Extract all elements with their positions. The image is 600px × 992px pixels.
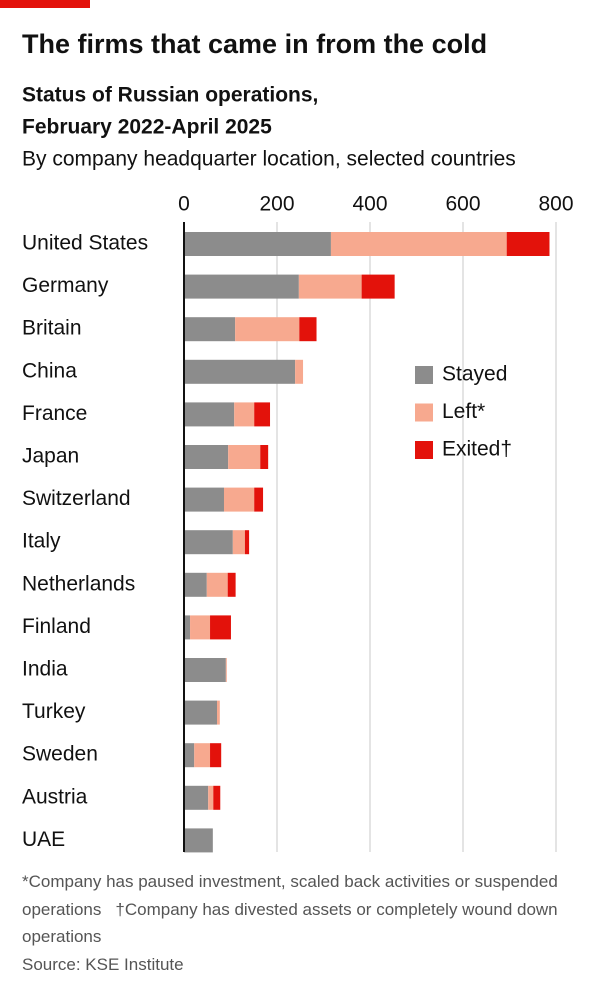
bar-segment (184, 658, 226, 682)
bar-segment (184, 615, 191, 640)
chart-subtitle: February 2022-April 2025 (22, 116, 272, 139)
bar-segment (298, 274, 362, 299)
legend-label: Exited† (442, 438, 512, 461)
bar-segment (184, 743, 195, 768)
bar-segment (213, 785, 221, 810)
category-label: China (22, 359, 77, 382)
category-label: India (22, 658, 68, 681)
bar-segment (299, 317, 317, 342)
footnote: *Company has paused investment, scaled b… (22, 872, 558, 919)
bar-segment (228, 445, 261, 469)
category-label: Japan (22, 445, 79, 468)
bar-segment (506, 232, 550, 256)
legend-swatch (415, 366, 433, 384)
bar-segment (184, 700, 218, 725)
footnote: †Company has divested assets or complete… (22, 899, 558, 947)
legend-swatch (415, 403, 433, 422)
bar-segment (194, 743, 211, 768)
bar-segment (232, 530, 245, 555)
category-label: France (22, 402, 87, 425)
bar-segment (225, 658, 227, 682)
bar-segment (295, 359, 304, 384)
footnotes: *Company has paused investment, scaled b… (22, 868, 562, 951)
category-label: Sweden (22, 743, 98, 766)
legend-label: Left* (442, 400, 485, 423)
bar-segment (254, 402, 271, 427)
bar-segment (260, 445, 269, 469)
legend-label: Stayed (442, 363, 507, 386)
bar-segment (184, 232, 331, 256)
x-tick-label: 0 (178, 193, 190, 216)
bar-segment (184, 572, 207, 597)
bar-segment (184, 828, 213, 853)
bar-segment (234, 402, 255, 427)
bar-segment (184, 317, 236, 342)
category-label: Italy (22, 530, 61, 553)
category-label: Germany (22, 274, 109, 297)
bar-segment (184, 785, 209, 810)
bar-segment (184, 274, 299, 299)
bar-segment (184, 530, 233, 555)
bar-segment (330, 232, 507, 256)
bar-segment (190, 615, 211, 640)
category-label: UAE (22, 828, 65, 851)
bar-segment (361, 274, 395, 299)
chart-subtitle: Status of Russian operations, (22, 84, 318, 107)
bar-segment (208, 785, 214, 810)
source: Source: KSE Institute (22, 955, 184, 974)
x-tick-label: 200 (259, 193, 294, 216)
x-tick-label: 600 (445, 193, 480, 216)
x-tick-label: 800 (538, 193, 573, 216)
x-tick-label: 400 (352, 193, 387, 216)
bar-segment (227, 572, 236, 597)
category-label: Britain (22, 317, 82, 340)
category-label: Switzerland (22, 487, 131, 510)
bar-segment (223, 487, 255, 512)
bar-segment (244, 530, 250, 555)
bar-segment (254, 487, 264, 512)
bar-segment (184, 445, 229, 469)
bar-segment (210, 743, 222, 768)
bar-segment (217, 700, 220, 725)
category-label: Finland (22, 615, 91, 638)
bar-segment (210, 615, 231, 640)
chart-title: The firms that came in from the cold (22, 29, 487, 59)
chart: The firms that came in from the cold Sta… (0, 0, 574, 853)
chart-description: By company headquarter location, selecte… (22, 148, 516, 171)
category-label: Turkey (22, 700, 86, 723)
bar-segment (184, 359, 296, 384)
category-label: United States (22, 232, 148, 255)
legend-swatch (415, 441, 433, 459)
category-label: Austria (22, 785, 88, 808)
bar-segment (184, 402, 235, 427)
category-label: Netherlands (22, 572, 135, 595)
bar-segment (235, 317, 300, 342)
bar-segment (184, 487, 224, 512)
bar-segment (206, 572, 228, 597)
brand-bar (0, 0, 90, 8)
